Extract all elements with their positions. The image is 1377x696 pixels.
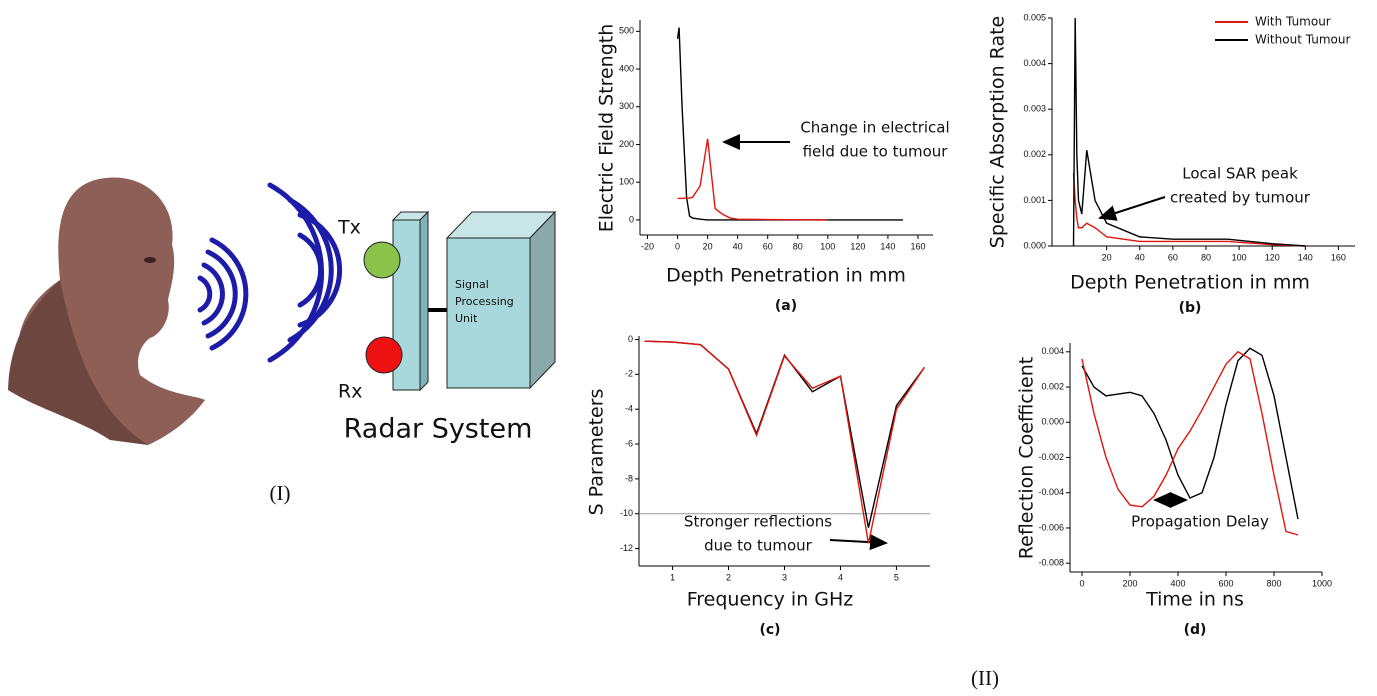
chart-caption: (d) [1184,622,1207,638]
x-tick-label: 140 [1298,252,1313,262]
rx-label: Rx [338,381,362,403]
x-tick-label: 60 [1168,252,1178,262]
arrow [829,534,888,551]
x-tick-label: 160 [1331,252,1346,262]
x-tick-label: 60 [763,241,773,251]
chart-caption: (c) [759,622,780,638]
y-axis-label: Reflection Coefficient [1016,357,1038,559]
x-tick-label: 20 [703,241,713,251]
y-tick-label: -8 [625,473,633,483]
y-tick-label: 0.000 [1023,240,1046,250]
y-tick-label: -12 [620,543,633,553]
x-tick-label: 600 [1218,578,1233,588]
y-tick-label: 0 [629,214,634,224]
y-tick-label: 0.000 [1041,417,1064,427]
x-axis-label: Time in ns [1145,589,1244,611]
x-tick-label: 140 [880,241,895,251]
x-tick-label: 200 [1122,578,1137,588]
y-tick-label: -2 [625,369,633,379]
chart-caption: (b) [1179,300,1202,316]
x-tick-label: 2 [726,572,731,582]
y-tick-label: -0.008 [1038,558,1064,568]
annotation: field due to tumour [803,143,949,161]
y-tick-label: 100 [619,177,634,187]
caption: (I) [270,481,291,505]
x-tick-label: 400 [1170,578,1185,588]
x-tick-label: 20 [1102,252,1112,262]
series-line [1081,350,1299,536]
y-tick-label: 0.005 [1023,12,1046,22]
x-tick-label: 40 [733,241,743,251]
annotation: created by tumour [1170,189,1311,207]
x-tick-label: 160 [910,241,925,251]
annotation: due to tumour [704,537,813,555]
y-tick-label: 200 [619,139,634,149]
x-tick-label: 80 [1201,252,1211,262]
x-tick-label: 80 [793,241,803,251]
y-tick-label: 500 [619,26,634,36]
arrow [1098,196,1166,221]
series-line [644,340,925,544]
y-axis-label: Specific Absorption Rate [987,16,1009,248]
y-axis-label: S Parameters [586,389,608,516]
x-tick-label: 4 [838,572,843,582]
x-tick-label: 100 [1232,252,1247,262]
y-tick-label: -0.004 [1038,487,1064,497]
system-label: Radar System [344,414,533,445]
legend-label: With Tumour [1255,15,1331,29]
x-tick-label: 800 [1266,578,1281,588]
waves [197,182,343,363]
eye [144,257,156,263]
x-tick-label: 40 [1135,252,1145,262]
y-tick-label: 0.003 [1023,104,1046,114]
x-tick-label: 0 [1079,578,1084,588]
y-tick-label: -6 [625,438,633,448]
unit-label: Signal [455,278,489,291]
caption: (II) [971,666,999,690]
x-tick-label: 1000 [1312,578,1332,588]
tx-label: Tx [337,217,361,239]
series-line [677,138,828,221]
y-tick-label: 0.002 [1041,381,1064,391]
x-tick-label: 120 [1265,252,1280,262]
annotation: Stronger reflections [684,513,832,531]
y-tick-label: 400 [619,63,634,73]
y-tick-label: 0 [628,334,633,344]
y-tick-label: -0.002 [1038,452,1064,462]
x-tick-label: -20 [641,241,654,251]
x-tick-label: 0 [675,241,680,251]
annotation: Local SAR peak [1182,165,1298,183]
unit-label: Processing [455,295,514,308]
series-line [644,340,925,528]
x-tick-label: 3 [782,572,787,582]
annotation: Change in electrical [800,119,949,137]
head [8,177,205,445]
y-tick-label: 0.004 [1023,58,1046,68]
y-tick-label: 0.004 [1041,346,1064,356]
x-axis-label: Depth Penetration in mm [1070,272,1310,294]
series-line [1072,172,1306,247]
radar [363,210,557,392]
y-axis-label: Electric Field Strength [596,24,618,233]
y-tick-label: -0.006 [1038,522,1064,532]
y-tick-label: 300 [619,101,634,111]
chart-caption: (a) [775,298,797,314]
unit-label: Unit [455,312,478,325]
y-tick-label: 0.002 [1023,149,1046,159]
series-line [1072,17,1306,247]
x-tick-label: 100 [820,241,835,251]
annotation: Propagation Delay [1131,513,1269,531]
y-tick-label: -10 [620,508,633,518]
y-tick-label: -4 [625,404,633,414]
series-line [1081,347,1299,520]
x-axis-label: Frequency in GHz [687,589,854,611]
x-tick-label: 1 [670,572,675,582]
x-axis-label: Depth Penetration in mm [666,265,906,287]
x-tick-label: 5 [894,572,899,582]
legend-label: Without Tumour [1255,33,1350,47]
y-tick-label: 0.001 [1023,195,1046,205]
x-tick-label: 120 [850,241,865,251]
